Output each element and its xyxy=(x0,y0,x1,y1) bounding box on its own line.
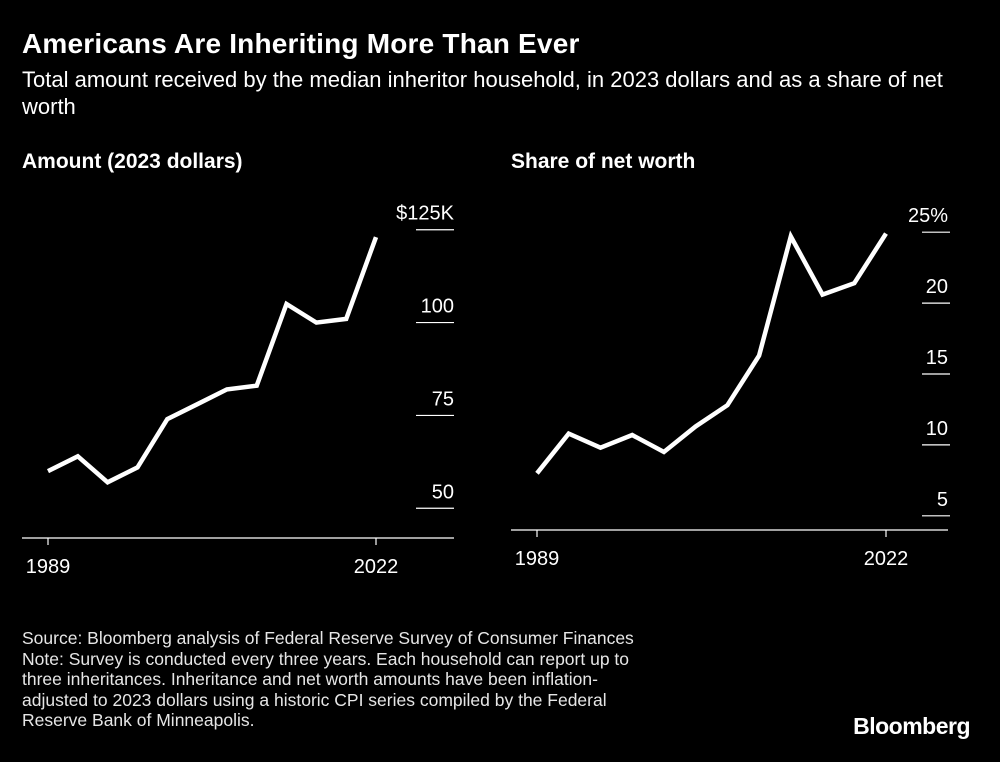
data-point xyxy=(884,231,888,235)
data-point xyxy=(820,292,824,296)
x-tick-label: 2022 xyxy=(864,548,909,570)
source-note: Source: Bloomberg analysis of Federal Re… xyxy=(22,628,634,648)
data-point xyxy=(567,431,571,435)
y-tick-label: 10 xyxy=(926,418,948,440)
bloomberg-logo: Bloomberg xyxy=(853,713,970,739)
x-tick-label: 2022 xyxy=(354,556,399,578)
note-line: Note: Survey is conducted every three ye… xyxy=(22,648,630,669)
y-tick-label: 5 xyxy=(937,489,948,511)
panel-title-amount: Amount (2023 dollars) xyxy=(22,150,243,173)
data-point xyxy=(757,353,761,357)
panel-title-share: Share of net worth xyxy=(511,150,696,173)
y-tick-label: 20 xyxy=(926,276,948,298)
chart-subtitle: Total amount received by the median inhe… xyxy=(22,67,943,119)
chart-title: Americans Are Inheriting More Than Ever xyxy=(22,28,580,59)
data-point xyxy=(789,234,793,238)
data-point xyxy=(630,433,634,437)
x-tick-label: 1989 xyxy=(515,548,560,570)
y-tick-label: 50 xyxy=(432,481,454,503)
y-tick-label: 100 xyxy=(421,296,454,318)
series-line xyxy=(535,230,888,475)
x-tick-label: 1989 xyxy=(26,556,71,578)
data-point xyxy=(693,424,697,428)
note-line: three inheritances. Inheritance and net … xyxy=(22,669,598,689)
note-line: adjusted to 2023 dollars using a histori… xyxy=(22,689,607,710)
footer-notes: Source: Bloomberg analysis of Federal Re… xyxy=(22,628,812,731)
y-tick-label: 25% xyxy=(908,205,948,227)
data-point xyxy=(535,471,539,475)
series-line xyxy=(46,236,379,485)
data-point xyxy=(662,450,666,454)
data-point xyxy=(598,446,602,450)
y-tick-label: $125K xyxy=(396,203,454,225)
note-line: Reserve Bank of Minneapolis. xyxy=(22,710,255,730)
data-point xyxy=(852,281,856,285)
y-tick-label: 75 xyxy=(432,388,454,410)
y-tick-label: 15 xyxy=(926,347,948,369)
data-point xyxy=(725,403,729,407)
